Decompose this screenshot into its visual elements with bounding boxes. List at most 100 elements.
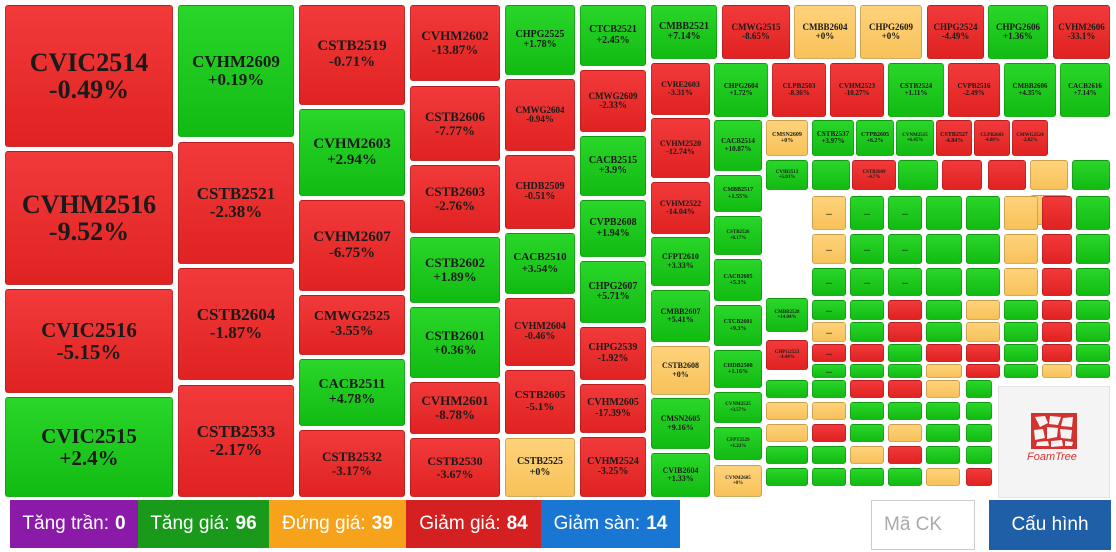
tile-cstb2601[interactable]: CSTB2601 +0.36% — [410, 307, 500, 378]
ceiling-count-badge[interactable]: Tăng trần: 0 — [10, 500, 138, 548]
tile-chpg2525[interactable]: CHPG2525 +1.78% — [505, 5, 575, 75]
tile-cmbb2517[interactable]: CMBB2517 +1.55% — [714, 175, 762, 212]
tile-small[interactable] — [1042, 322, 1072, 342]
tile-cstb2521[interactable]: CSTB2521 -2.38% — [178, 142, 294, 264]
tile-clpb2503[interactable]: CLPB2503 -8.36% — [772, 63, 826, 117]
tile-chdb2508[interactable]: CHDB2508 +1.16% — [714, 350, 762, 388]
tile-small[interactable] — [926, 268, 962, 296]
tile-small[interactable] — [1042, 364, 1072, 378]
tile-small[interactable] — [888, 424, 922, 442]
tile-cstb2537[interactable]: CSTB2537 +3.97% — [812, 120, 854, 156]
tile-small[interactable] — [926, 234, 962, 264]
tile-cvhm2606[interactable]: CVHM2606 -33.1% — [1053, 5, 1110, 59]
tile-small[interactable]: ... — [812, 364, 846, 378]
tile-small[interactable] — [926, 424, 960, 442]
tile-small[interactable]: ... — [812, 322, 846, 342]
tile-cmbb2521[interactable]: CMBB2521 +7.14% — [651, 5, 717, 59]
tile-cstb2527[interactable]: CSTB2527 -4.84% — [936, 120, 972, 156]
tile-chpg2523[interactable]: CHPG2523 -4.44% — [766, 340, 808, 370]
tile-small[interactable] — [850, 402, 884, 420]
tile-cvhm2607[interactable]: CVHM2607 -6.75% — [299, 200, 405, 291]
tile-cacb2510[interactable]: CACB2510 +3.54% — [505, 233, 575, 294]
tile-cmwg2609[interactable]: CMWG2609 -2.33% — [580, 70, 646, 132]
tile-small[interactable] — [926, 364, 962, 378]
tile-ctcb2601[interactable]: CTCB2601 +9.3% — [714, 305, 762, 346]
tile-small[interactable] — [942, 160, 982, 190]
tile-small[interactable] — [766, 380, 808, 398]
tile-cvnm2605[interactable]: CVNM2605 +0% — [714, 465, 762, 497]
tile-cmwg2515[interactable]: CMWG2515 -8.65% — [722, 5, 790, 59]
tile-small[interactable] — [1004, 196, 1038, 230]
tile-cstb2608[interactable]: CSTB2608 +0% — [651, 346, 710, 395]
tile-cvhm2605[interactable]: CVHM2605 -17.39% — [580, 384, 646, 433]
down-count-badge[interactable]: Giảm giá: 84 — [406, 500, 541, 548]
tile-small[interactable] — [766, 446, 808, 464]
tile-cvpb2608[interactable]: CVPB2608 +1.94% — [580, 200, 646, 257]
tile-cmbb2528[interactable]: CMBB2528 +14.04% — [766, 298, 808, 332]
tile-small[interactable]: ... — [812, 344, 846, 362]
tile-cstb2602[interactable]: CSTB2602 +1.89% — [410, 237, 500, 303]
tile-small[interactable] — [1042, 268, 1072, 296]
tile-small[interactable] — [812, 160, 850, 190]
tile-small[interactable] — [966, 322, 1000, 342]
tile-small[interactable] — [926, 322, 962, 342]
tile-small[interactable] — [966, 234, 1000, 264]
tile-small[interactable] — [1042, 344, 1072, 362]
up-count-badge[interactable]: Tăng giá: 96 — [138, 500, 269, 548]
tile-cvnm2515[interactable]: CVNM2515 +6.45% — [896, 120, 934, 156]
tile-cvhm2603[interactable]: CVHM2603 +2.94% — [299, 109, 405, 196]
tile-cvhm2609[interactable]: CVHM2609 +0.19% — [178, 5, 294, 137]
tile-cstb2603[interactable]: CSTB2603 -2.76% — [410, 165, 500, 233]
tile-cstb2609[interactable]: CSTB2609 -4.7% — [852, 160, 896, 190]
tile-small[interactable]: ... — [812, 196, 846, 230]
tile-small[interactable] — [1030, 160, 1068, 190]
tile-cmwg2524[interactable]: CMWG2524 -2.82% — [1012, 120, 1048, 156]
tile-small[interactable]: ... — [850, 234, 884, 264]
tile-ctpb2605[interactable]: CTPB2605 +6.2% — [856, 120, 894, 156]
tile-small[interactable]: ... — [812, 268, 846, 296]
tile-small[interactable] — [926, 380, 960, 398]
tile-cvhm2522[interactable]: CVHM2522 -14.04% — [651, 182, 710, 234]
tile-small[interactable]: ... — [888, 268, 922, 296]
tile-small[interactable] — [888, 402, 922, 420]
tile-cvre2603[interactable]: CVRE2603 -3.31% — [651, 63, 710, 115]
tile-cvic2515[interactable]: CVIC2515 +2.4% — [5, 397, 173, 497]
tile-chpg2609[interactable]: CHPG2609 +0% — [860, 5, 922, 59]
tile-cmbb2606[interactable]: CMBB2606 +4.35% — [1004, 63, 1056, 117]
tile-small[interactable] — [1042, 300, 1072, 320]
tile-cvhm2601[interactable]: CVHM2601 -8.78% — [410, 382, 500, 434]
tile-small[interactable] — [850, 424, 884, 442]
tile-small[interactable]: ... — [812, 234, 846, 264]
tile-small[interactable] — [812, 402, 846, 420]
tile-small[interactable] — [988, 160, 1026, 190]
tile-small[interactable] — [926, 446, 960, 464]
tile-small[interactable]: ... — [850, 268, 884, 296]
tile-cvnm2525[interactable]: CVNM2525 +3.57% — [714, 392, 762, 423]
tile-chpg2604[interactable]: CHPG2604 +1.72% — [714, 63, 768, 117]
tile-small[interactable] — [1042, 196, 1072, 230]
tile-cstb2532[interactable]: CSTB2532 -3.17% — [299, 430, 405, 497]
tile-cvhm2604[interactable]: CVHM2604 -0.46% — [505, 298, 575, 366]
tile-small[interactable]: ... — [850, 196, 884, 230]
tile-small[interactable] — [1076, 234, 1110, 264]
tile-small[interactable] — [812, 380, 846, 398]
tile-small[interactable] — [966, 468, 992, 486]
tile-small[interactable] — [966, 344, 1000, 362]
tile-small[interactable] — [1004, 300, 1038, 320]
tile-small[interactable] — [1004, 268, 1038, 296]
tile-cvpb2516[interactable]: CVPB2516 -2.49% — [948, 63, 1000, 117]
tile-cstb2524[interactable]: CSTB2524 +1.11% — [888, 63, 944, 117]
tile-cvhm2520[interactable]: CVHM2520 -12.74% — [651, 118, 710, 178]
tile-small[interactable] — [1042, 234, 1072, 264]
tile-cmsn2609[interactable]: CMSN2609 +0% — [766, 120, 808, 156]
tile-chpg2607[interactable]: CHPG2607 +5.71% — [580, 261, 646, 323]
tile-cacb2616[interactable]: CACB2616 +7.14% — [1060, 63, 1110, 117]
tile-clpb2603[interactable]: CLPB2603 -4.88% — [974, 120, 1010, 156]
tile-small[interactable] — [1072, 160, 1110, 190]
tile-cstb2533[interactable]: CSTB2533 -2.17% — [178, 385, 294, 497]
tile-small[interactable] — [888, 364, 922, 378]
tile-small[interactable] — [926, 344, 962, 362]
tile-cvhm2602[interactable]: CVHM2602 -13.87% — [410, 5, 500, 81]
tile-small[interactable] — [926, 300, 962, 320]
tile-small[interactable] — [850, 300, 884, 320]
